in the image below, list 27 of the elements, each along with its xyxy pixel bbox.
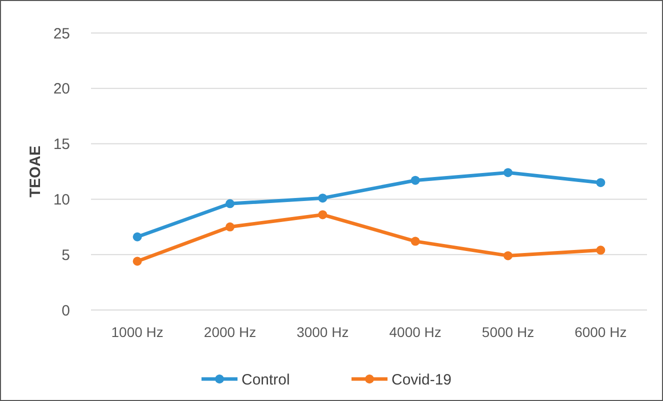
point <box>596 178 606 188</box>
point <box>132 232 142 242</box>
x-tick-label: 1000 Hz <box>111 324 164 340</box>
point <box>596 246 606 255</box>
y-tick-label: 25 <box>53 25 70 42</box>
point <box>318 210 328 220</box>
point <box>410 176 420 185</box>
point <box>226 222 234 232</box>
x-tick-label: 2000 Hz <box>204 324 256 340</box>
y-tick-label: 0 <box>62 302 70 320</box>
x-tick-label: 6000 Hz <box>574 324 627 340</box>
y-tick-label: 15 <box>53 136 70 154</box>
x-tick-label: 4000 Hz <box>389 324 442 340</box>
point <box>226 199 234 208</box>
x-tick-label: 5000 Hz <box>482 324 534 340</box>
point <box>132 256 142 266</box>
point <box>318 194 328 203</box>
point <box>504 168 512 178</box>
legend-label: Control <box>242 371 290 388</box>
x-tick-label: 3000 Hz <box>296 324 349 340</box>
y-tick-label: 10 <box>53 191 70 208</box>
y-tick-label: 20 <box>53 80 70 98</box>
point <box>504 251 512 260</box>
point <box>410 236 420 246</box>
y-axis-title: TEOAE <box>27 146 44 198</box>
y-tick-label: 5 <box>62 246 70 264</box>
legend-label: Covid-19 <box>392 371 452 388</box>
